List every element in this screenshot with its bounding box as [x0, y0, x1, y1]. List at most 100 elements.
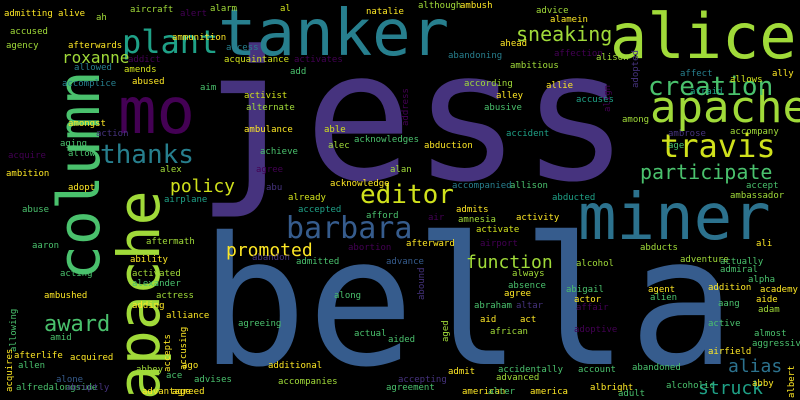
- word-barbara: barbara: [286, 211, 413, 246]
- word-addict: addict: [128, 55, 161, 65]
- word-allows: allows: [730, 75, 763, 85]
- word-miner: miner: [578, 181, 771, 255]
- word-travis: plant: [122, 23, 219, 61]
- word-agent: agent: [648, 285, 676, 295]
- word-accompanies: advises: [194, 375, 232, 385]
- word-act: aid: [480, 315, 497, 325]
- word-adding: adding: [132, 301, 165, 311]
- word-accepting: accompanies: [278, 377, 338, 387]
- word-accepts: almost: [754, 329, 787, 339]
- word-bella: bella: [200, 199, 736, 400]
- word-accident: accident: [506, 129, 550, 139]
- word-jess: jess: [196, 13, 630, 222]
- word-alive: alive: [58, 9, 86, 19]
- word-ambulance: ambulance: [244, 125, 293, 135]
- word-alexander: alexander: [132, 279, 181, 289]
- word-accidentally: additional: [268, 361, 323, 371]
- word-natalie: natalie: [366, 7, 404, 17]
- word-add: add: [290, 67, 307, 77]
- word-abducted: abducted: [552, 193, 596, 203]
- word-advance: advance: [386, 257, 424, 267]
- word-advice: advice: [536, 6, 569, 16]
- word-abduction: abduction: [424, 141, 473, 151]
- word-ago: airfield: [708, 347, 752, 357]
- word-airfield: allen: [18, 361, 46, 371]
- word-acting: acting: [60, 269, 93, 279]
- word-abandoning: abandoning: [448, 51, 503, 61]
- word-policy: policy: [170, 176, 236, 197]
- word-abducts: abducts: [640, 243, 678, 253]
- word-alfredalongside: accepting: [398, 375, 447, 385]
- word-already: already: [288, 193, 326, 203]
- word-ace: abbey: [136, 365, 164, 375]
- word-adopted: adopted: [631, 50, 641, 88]
- word-additional: ago: [182, 361, 199, 371]
- word-adoptive: aged: [441, 320, 451, 342]
- word-adventure: adventure: [680, 255, 729, 265]
- word-aided: actual: [354, 329, 387, 339]
- word-aircraft: aircraft: [130, 5, 174, 15]
- word-admitted: admitted: [296, 257, 340, 267]
- word-along: agreeing: [238, 319, 282, 329]
- word-although: although: [418, 1, 462, 11]
- word-agency: agency: [6, 41, 39, 51]
- word-editor: editor: [360, 180, 454, 210]
- word-actor: actor: [574, 295, 602, 305]
- word-activist: activist: [244, 91, 288, 101]
- word-acknowledge: acknowledge: [330, 179, 390, 189]
- word-plant: apache: [650, 82, 800, 133]
- word-absence: absence: [508, 281, 546, 291]
- word-alter: american: [462, 387, 506, 397]
- word-actress: actress: [156, 291, 194, 301]
- word-accusing: aggressive: [752, 339, 800, 349]
- word-alone: acquires: [5, 348, 15, 392]
- word-acquired: afterlife: [14, 351, 63, 361]
- word-agree-2: agree: [504, 289, 532, 299]
- word-al: al: [280, 4, 291, 14]
- word-address: address: [401, 88, 411, 126]
- word-acknowledges: acknowledges: [354, 135, 420, 145]
- word-always: always: [512, 269, 545, 279]
- word-actually: actually: [720, 257, 764, 267]
- word-alpha: alpha: [748, 275, 776, 285]
- word-abbey: abandoned: [632, 363, 681, 373]
- word-alcoholic: adult: [618, 389, 646, 399]
- word-alternate: alternate: [246, 103, 295, 113]
- word-abuse: abuse: [22, 205, 50, 215]
- word-amongst: amongst: [68, 119, 106, 129]
- word-alerted: albert: [787, 365, 797, 398]
- word-aang: aang: [718, 299, 740, 309]
- word-american: agreement: [386, 383, 435, 393]
- word-alec: alec: [328, 141, 350, 151]
- word-according: according: [464, 79, 513, 89]
- word-abandoned: account: [578, 365, 616, 375]
- word-access: access: [226, 43, 259, 53]
- word-allowed: allowed: [74, 63, 112, 73]
- word-abused: abused: [132, 77, 165, 87]
- word-accompanied: accompanied: [452, 181, 512, 191]
- word-aide: aide: [756, 295, 778, 305]
- word-creation: creation: [648, 72, 774, 102]
- word-almost: adoptive: [574, 325, 618, 335]
- word-abby: alcoholic: [666, 381, 715, 391]
- word-acquire: acquire: [8, 151, 46, 161]
- word-alley: alley: [496, 91, 524, 101]
- word-aid: along: [334, 291, 362, 301]
- word-accompany: accompany: [730, 127, 779, 137]
- word-aaron: aaron: [32, 241, 60, 251]
- word-actual: accusing: [179, 326, 189, 370]
- word-acquires: advanced: [496, 373, 540, 383]
- word-accomplice: accomplice: [62, 79, 117, 89]
- word-agree-1: agree: [256, 165, 284, 175]
- word-accept: accept: [746, 181, 779, 191]
- word-aggressive: african: [490, 327, 528, 337]
- word-accused: accused: [10, 27, 48, 37]
- word-alcohol: alcohol: [576, 259, 614, 269]
- word-ambush: ambush: [460, 1, 493, 11]
- word-age: age: [668, 141, 685, 151]
- word-alan: alan: [390, 165, 412, 175]
- word-adopt: adopt: [68, 183, 96, 193]
- word-promoted: promoted: [226, 240, 313, 261]
- word-acquaintance: acquaintance: [224, 55, 290, 65]
- word-airport: airport: [480, 239, 518, 249]
